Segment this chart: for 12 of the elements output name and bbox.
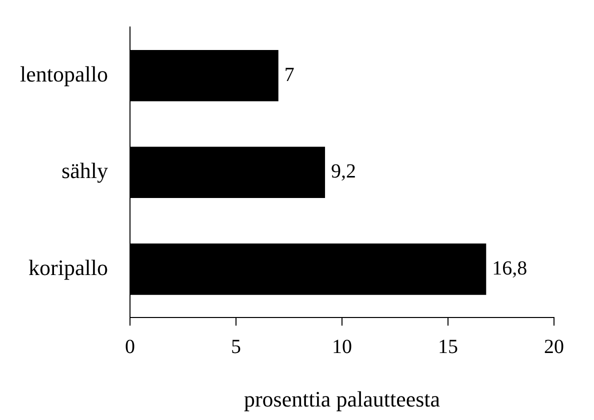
data-label: 9,2	[331, 160, 356, 183]
x-tick-label: 5	[230, 336, 241, 358]
x-tick-label: 20	[544, 336, 564, 358]
x-tick-label: 0	[124, 336, 135, 358]
data-label: 16,8	[492, 257, 528, 280]
y-tick-label: koripallo	[28, 254, 108, 280]
x-tick-label: 10	[332, 336, 352, 358]
y-tick-label: lentopallo	[20, 61, 108, 86]
data-label: 7	[284, 64, 294, 86]
y-tick-label: sähly	[62, 158, 108, 184]
x-axis-title: prosenttia palautteesta	[244, 386, 440, 412]
x-tick-label: 15	[438, 336, 458, 358]
